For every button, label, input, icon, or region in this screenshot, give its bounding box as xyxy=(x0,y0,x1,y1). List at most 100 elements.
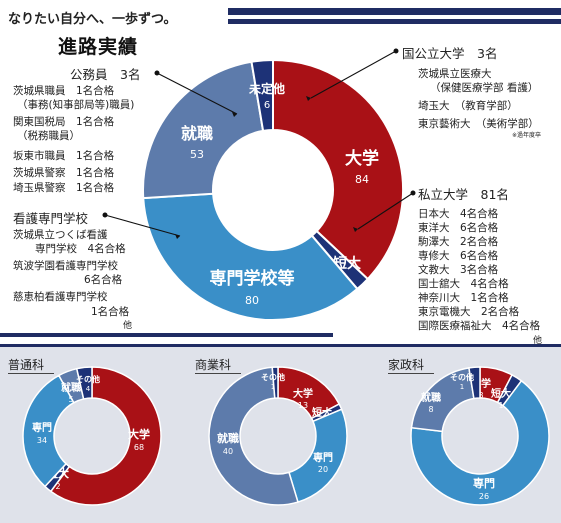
komuin-item: 茨城県警察 1名合格 xyxy=(13,167,115,179)
futsu-donut-chart: 大学68短大2専門34就職5その他4 xyxy=(22,366,162,506)
section-rule-full xyxy=(0,344,561,347)
section-underline xyxy=(8,373,54,374)
slice-value-就職: 53 xyxy=(190,148,204,161)
kango-etc: 他 xyxy=(123,321,133,331)
kango-item: 茨城県立つくば看護 xyxy=(13,229,108,241)
komuin-item: 関東国税局 1名合格 xyxy=(13,116,115,128)
leader-line xyxy=(104,214,181,237)
slice-未定他 xyxy=(250,58,274,132)
slice-value-大学: 84 xyxy=(355,173,369,186)
slice-value-その他: 1 xyxy=(271,383,275,391)
shiritsu-item: 東京電機大 2名合格 xyxy=(418,306,520,318)
leader-arrow xyxy=(232,112,237,117)
slice-label-短大: 短大 xyxy=(491,387,511,400)
slice-label-就職: 就職 xyxy=(61,381,81,394)
leader-line xyxy=(156,72,238,115)
komuin-heading: 公務員 3名 xyxy=(70,67,141,82)
kokko-item: 茨城県立医療大 xyxy=(418,68,492,80)
shiritsu-item: 専修大 6名合格 xyxy=(418,250,499,262)
kango-item: 1名合格 xyxy=(91,306,130,318)
leader-dot xyxy=(102,212,108,218)
shiritsu-heading: 私立大学 81名 xyxy=(418,187,509,202)
page-subtitle: なりたい自分へ、一歩ずつ。 xyxy=(8,12,177,27)
shogyo-donut-chart: 大学13短大1専門20就職40その他1 xyxy=(208,366,348,506)
slice-就職 xyxy=(142,60,265,200)
leader-arrow xyxy=(306,96,311,101)
shiritsu-item: 日本大 4名合格 xyxy=(418,208,499,220)
leader-dot xyxy=(410,190,416,196)
slice-value-その他: 4 xyxy=(86,385,91,393)
shiritsu-item: 文教大 3名合格 xyxy=(418,264,499,276)
leader-line xyxy=(310,50,397,99)
section-shogyo-label: 商業科 xyxy=(195,358,232,372)
section-rule xyxy=(0,333,333,337)
leader-arrow xyxy=(175,234,180,239)
slice-label-就職: 就職 xyxy=(421,391,441,404)
slice-value-その他: 1 xyxy=(460,383,464,391)
slice-label-大学: 大学 xyxy=(128,427,150,441)
slice-label-その他: その他 xyxy=(261,372,285,382)
slice-label-大学: 大学 xyxy=(293,387,313,400)
komuin-item: 茨城県職員 1名合格 xyxy=(13,85,115,97)
slice-label-専門: 専門 xyxy=(473,476,495,490)
kango-item: 筑波学園看護専門学校 xyxy=(13,260,118,272)
slice-label-就職: 就職 xyxy=(217,431,239,445)
kango-item: 6名合格 xyxy=(84,274,123,286)
slice-value-未定他: 6 xyxy=(264,100,270,111)
header-rule-thin xyxy=(228,19,561,24)
slice-label-その他: その他 xyxy=(450,372,474,382)
slice-label-専門学校等: 専門学校等 xyxy=(210,268,295,289)
slice-label-専門: 専門 xyxy=(32,421,52,434)
slice-value-就職: 40 xyxy=(223,447,233,456)
komuin-item: （事務(知事部局等)職員) xyxy=(17,99,135,111)
komuin-item: 坂東市職員 1名合格 xyxy=(13,150,115,162)
section-futsu-label: 普通科 xyxy=(8,358,45,372)
slice-value-大学: 3 xyxy=(478,391,483,400)
slice-label-大学: 大学 xyxy=(345,148,379,169)
slice-専門 xyxy=(22,374,75,488)
slice-value-短大: 1 xyxy=(498,401,503,410)
slice-value-短大: 2 xyxy=(55,482,60,491)
kokko-note: ※過年度卒 xyxy=(512,132,542,139)
slice-その他 xyxy=(271,366,279,399)
slice-label-就職: 就職 xyxy=(181,124,213,143)
slice-value-大学: 68 xyxy=(134,443,144,452)
slice-大学 xyxy=(272,58,404,281)
shiritsu-etc: 他 xyxy=(533,336,543,346)
slice-label-その他: その他 xyxy=(76,374,100,384)
section-underline xyxy=(388,373,434,374)
komuin-item: 埼玉県警察 1名合格 xyxy=(13,182,115,194)
shiritsu-item: 東洋大 6名合格 xyxy=(418,222,499,234)
slice-value-大学: 13 xyxy=(298,401,308,410)
kango-item: 専門学校 4名合格 xyxy=(35,243,126,255)
kokko-item: 埼玉大 （教育学部） xyxy=(418,100,518,112)
shiritsu-item: 神奈川大 1名合格 xyxy=(418,292,509,304)
slice-value-専門: 20 xyxy=(318,465,328,474)
leader-dot xyxy=(393,48,399,54)
kokko-heading: 国公立大学 3名 xyxy=(402,46,498,61)
kango-heading: 看護専門学校 xyxy=(13,211,89,226)
page-title: 進路実績 xyxy=(58,36,139,58)
slice-value-就職: 8 xyxy=(428,405,433,414)
shiritsu-item: 駒澤大 2名合格 xyxy=(418,236,499,248)
slice-label-専門: 専門 xyxy=(313,451,333,464)
komuin-item: （税務職員） xyxy=(17,130,80,142)
header-rule xyxy=(228,8,561,15)
slice-その他 xyxy=(468,366,481,400)
slice-value-専門: 26 xyxy=(479,492,489,501)
leader-dot xyxy=(154,70,160,76)
leader-line xyxy=(357,192,414,230)
shiritsu-item: 国際医療福祉大 4名合格 xyxy=(418,320,541,332)
leader-arrow xyxy=(353,227,358,232)
section-kasei-label: 家政科 xyxy=(388,358,425,372)
slice-専門 xyxy=(410,379,550,506)
slice-value-専門: 34 xyxy=(37,436,47,445)
shiritsu-item: 国士舘大 4名合格 xyxy=(418,278,509,290)
slice-label-未定他: 未定他 xyxy=(248,81,285,96)
kokko-item: 東京藝術大 （美術学部） xyxy=(418,118,539,130)
kokko-item: （保健医療学部 看護） xyxy=(430,82,539,94)
slice-その他 xyxy=(75,366,93,400)
section-underline xyxy=(195,373,241,374)
